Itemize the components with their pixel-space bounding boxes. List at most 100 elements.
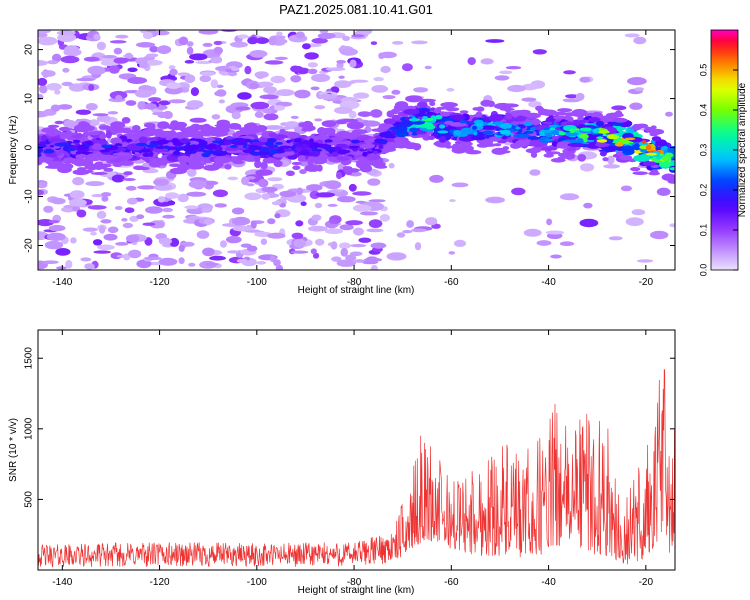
- heatmap-peak-blob: [350, 139, 360, 144]
- heatmap-noise-blob: [656, 187, 671, 196]
- heatmap-noise-blob: [38, 77, 48, 86]
- heatmap-noise-blob: [87, 65, 106, 75]
- heatmap-noise-blob: [162, 207, 173, 213]
- heatmap-noise-blob: [351, 34, 365, 38]
- heatmap-noise-blob: [56, 30, 76, 36]
- heatmap-ridge-blob: [157, 121, 170, 129]
- heatmap-noise-blob: [336, 61, 344, 70]
- heatmap-peak-blob: [515, 126, 521, 130]
- heatmap-noise-blob: [38, 181, 48, 189]
- heatmap-noise-blob: [485, 39, 505, 43]
- heatmap-ridge-blob: [563, 152, 576, 160]
- heatmap-noise-blob: [310, 86, 320, 91]
- spectrogram-y-tick-label: 20: [24, 44, 35, 56]
- heatmap-ridge-blob: [88, 131, 101, 136]
- heatmap-noise-blob: [149, 220, 165, 229]
- heatmap-noise-blob: [187, 168, 197, 177]
- heatmap-noise-blob: [603, 164, 621, 169]
- colorbar-tick-label: 0.3: [698, 144, 708, 157]
- heatmap-noise-blob: [237, 92, 252, 100]
- heatmap-noise-blob: [124, 207, 135, 213]
- heatmap-noise-blob: [271, 201, 282, 206]
- heatmap-noise-blob: [255, 37, 269, 44]
- heatmap-noise-blob: [249, 50, 268, 58]
- heatmap-peak-blob: [258, 147, 269, 153]
- heatmap-noise-blob: [96, 41, 106, 51]
- heatmap-noise-blob: [317, 32, 336, 40]
- heatmap-noise-blob: [562, 98, 581, 103]
- heatmap-peak-blob: [378, 144, 384, 150]
- heatmap-peak-blob: [157, 139, 170, 145]
- heatmap-noise-blob: [290, 115, 299, 119]
- heatmap-noise-blob: [307, 62, 318, 68]
- heatmap-noise-blob: [181, 241, 195, 247]
- spectrogram-y-tick-label: -20: [24, 238, 35, 253]
- heatmap-peak-blob: [473, 131, 478, 136]
- heatmap-noise-blob: [109, 40, 127, 44]
- heatmap-noise-blob: [213, 40, 223, 46]
- heatmap-noise-blob: [273, 105, 285, 111]
- heatmap-ridge-blob: [530, 151, 538, 158]
- heatmap-noise-blob: [225, 235, 242, 244]
- heatmap-peak-blob: [425, 124, 436, 130]
- heatmap-noise-blob: [299, 169, 307, 175]
- heatmap-peak-blob: [551, 129, 560, 136]
- heatmap-noise-blob: [76, 209, 87, 218]
- heatmap-noise-blob: [247, 245, 258, 252]
- heatmap-noise-blob: [360, 120, 381, 127]
- heatmap-noise-blob: [136, 42, 156, 48]
- heatmap-peak-blob: [250, 139, 260, 142]
- heatmap-noise-blob: [406, 220, 414, 228]
- heatmap-ridge-blob: [112, 152, 131, 156]
- snr-frame: [37, 329, 676, 571]
- heatmap-noise-blob: [184, 60, 195, 64]
- heatmap-noise-blob: [153, 178, 170, 186]
- heatmap-noise-blob: [93, 250, 111, 254]
- heatmap-noise-blob: [370, 242, 387, 249]
- heatmap-noise-blob: [355, 200, 366, 204]
- heatmap-peak-blob: [624, 137, 636, 141]
- heatmap-noise-blob: [235, 106, 251, 111]
- heatmap-noise-blob: [103, 233, 118, 241]
- heatmap-peak-blob: [659, 153, 664, 157]
- heatmap-noise-blob: [247, 36, 258, 45]
- heatmap-peak-blob: [201, 152, 211, 158]
- heatmap-ridge-blob: [599, 150, 607, 157]
- heatmap-ridge-blob: [91, 143, 103, 150]
- heatmap-peak-blob: [101, 144, 111, 149]
- colorbar-tick-label: 0.2: [698, 184, 708, 197]
- heatmap-noise-blob: [70, 237, 77, 244]
- heatmap-ridge-blob: [285, 170, 295, 177]
- heatmap-ridge-blob: [45, 130, 60, 137]
- heatmap-noise-blob: [353, 227, 364, 236]
- heatmap-noise-blob: [580, 163, 595, 172]
- heatmap-noise-blob: [178, 257, 185, 265]
- snr-panel: -140 -120 -100 -80 -60 -40 -20 500 1000 1500 Heig…: [8, 329, 676, 596]
- heatmap-noise-blob: [315, 238, 325, 246]
- heatmap-noise-blob: [396, 232, 406, 238]
- heatmap-noise-blob: [324, 228, 344, 235]
- heatmap-noise-blob: [38, 30, 52, 34]
- heatmap-noise-blob: [184, 74, 196, 84]
- heatmap-ridge-blob: [419, 98, 437, 103]
- spectrogram-heatmap: [38, 30, 675, 270]
- heatmap-ridge-blob: [399, 120, 414, 127]
- heatmap-peak-blob: [229, 145, 238, 148]
- heatmap-noise-blob: [274, 56, 288, 61]
- heatmap-noise-blob: [48, 224, 66, 232]
- heatmap-noise-blob: [293, 238, 307, 248]
- heatmap-ridge-blob: [359, 143, 375, 149]
- heatmap-noise-blob: [190, 87, 199, 97]
- heatmap-noise-blob: [353, 92, 370, 99]
- heatmap-ridge-blob: [375, 165, 388, 169]
- heatmap-noise-blob: [250, 101, 270, 110]
- heatmap-ridge-blob: [659, 160, 672, 168]
- heatmap-ridge-blob: [631, 123, 642, 131]
- heatmap-noise-blob: [413, 87, 429, 93]
- heatmap-noise-blob: [165, 192, 180, 199]
- heatmap-noise-blob: [336, 259, 356, 267]
- heatmap-peak-blob: [135, 142, 148, 147]
- heatmap-peak-blob: [523, 130, 534, 134]
- heatmap-peak-blob: [190, 145, 200, 150]
